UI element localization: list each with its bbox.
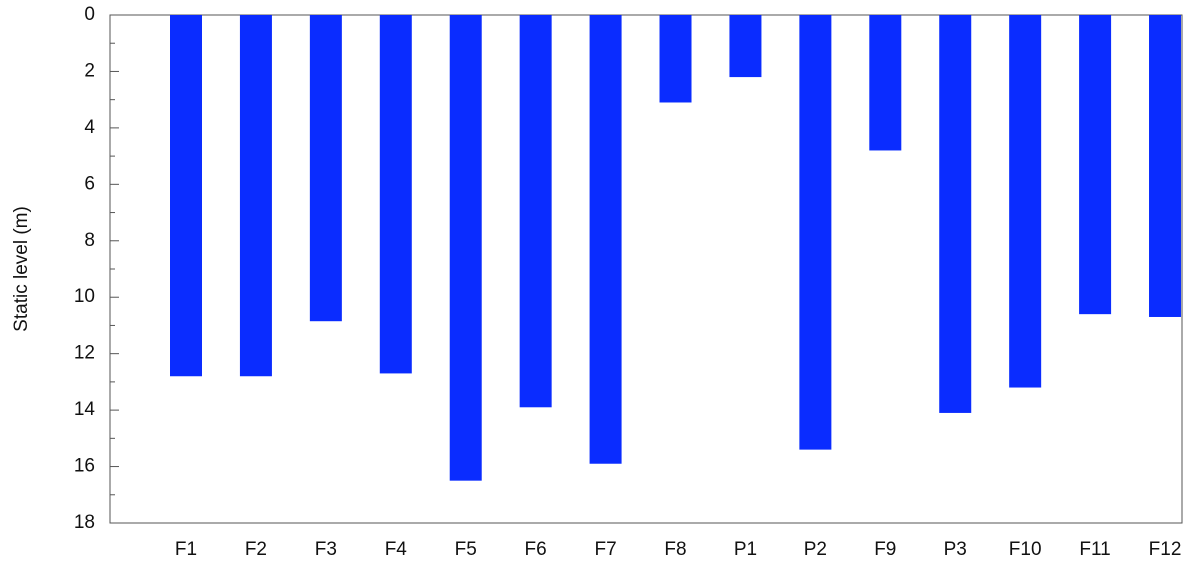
y-tick-label: 12 xyxy=(74,343,95,364)
y-tick-label: 18 xyxy=(74,512,95,533)
bar xyxy=(449,15,482,481)
x-tick-label: F9 xyxy=(874,539,896,560)
bar xyxy=(1009,15,1042,388)
bar xyxy=(1149,15,1182,317)
x-tick-label: F4 xyxy=(385,539,408,560)
x-tick-label: F1 xyxy=(175,539,197,560)
x-tick-label: F3 xyxy=(315,539,337,560)
bar xyxy=(309,15,342,322)
x-tick-label: F7 xyxy=(594,539,616,560)
x-tick-label: P2 xyxy=(804,539,827,560)
bar xyxy=(799,15,832,450)
x-tick-label: P1 xyxy=(734,539,757,560)
x-tick-label: P3 xyxy=(944,539,967,560)
x-tick-label: F5 xyxy=(455,539,477,560)
y-tick-label: 8 xyxy=(84,230,95,251)
bar xyxy=(170,15,202,377)
bar xyxy=(939,15,972,413)
x-tick-label: F12 xyxy=(1149,539,1182,560)
x-tick-label: F10 xyxy=(1009,539,1042,560)
bar xyxy=(729,15,762,78)
x-tick-label: F11 xyxy=(1079,539,1110,560)
x-tick-label: F6 xyxy=(525,539,547,560)
y-axis-label: Static level (m) xyxy=(11,206,32,332)
y-tick-label: 2 xyxy=(84,60,95,81)
bar xyxy=(519,15,552,408)
x-tick-label: F8 xyxy=(664,539,686,560)
bar xyxy=(869,15,902,151)
y-tick-label: 0 xyxy=(84,4,95,25)
y-tick-label: 4 xyxy=(84,117,95,138)
y-tick-label: 16 xyxy=(74,456,95,477)
x-tick-label: F2 xyxy=(245,539,267,560)
bar xyxy=(1079,15,1112,315)
bar xyxy=(589,15,622,464)
y-tick-label: 10 xyxy=(74,286,95,307)
bar xyxy=(379,15,412,374)
y-tick-label: 6 xyxy=(84,173,95,194)
bar xyxy=(239,15,272,377)
y-tick-label: 14 xyxy=(74,399,96,420)
bar xyxy=(659,15,692,103)
